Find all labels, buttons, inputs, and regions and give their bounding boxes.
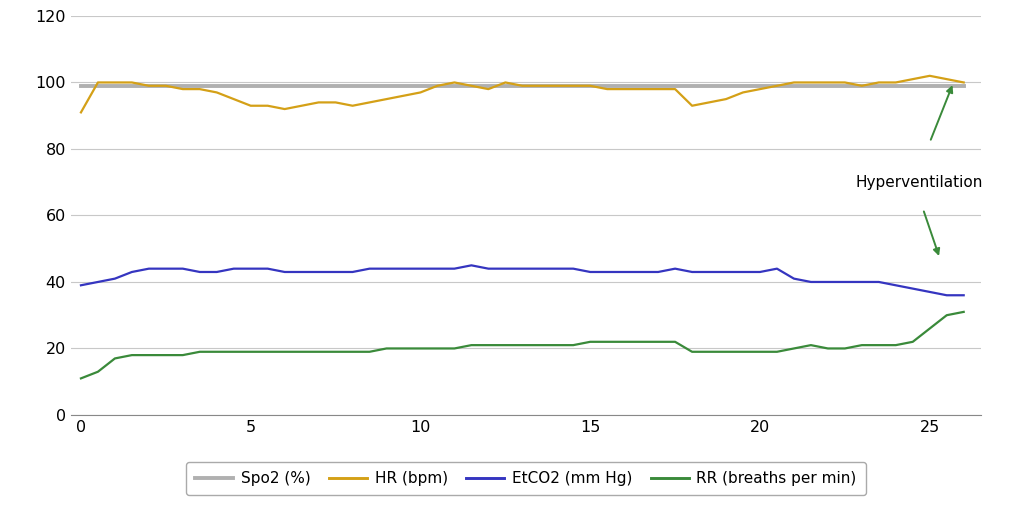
- Legend: Spo2 (%), HR (bpm), EtCO2 (mm Hg), RR (breaths per min): Spo2 (%), HR (bpm), EtCO2 (mm Hg), RR (b…: [186, 462, 865, 495]
- Text: Hyperventilation: Hyperventilation: [855, 174, 983, 190]
